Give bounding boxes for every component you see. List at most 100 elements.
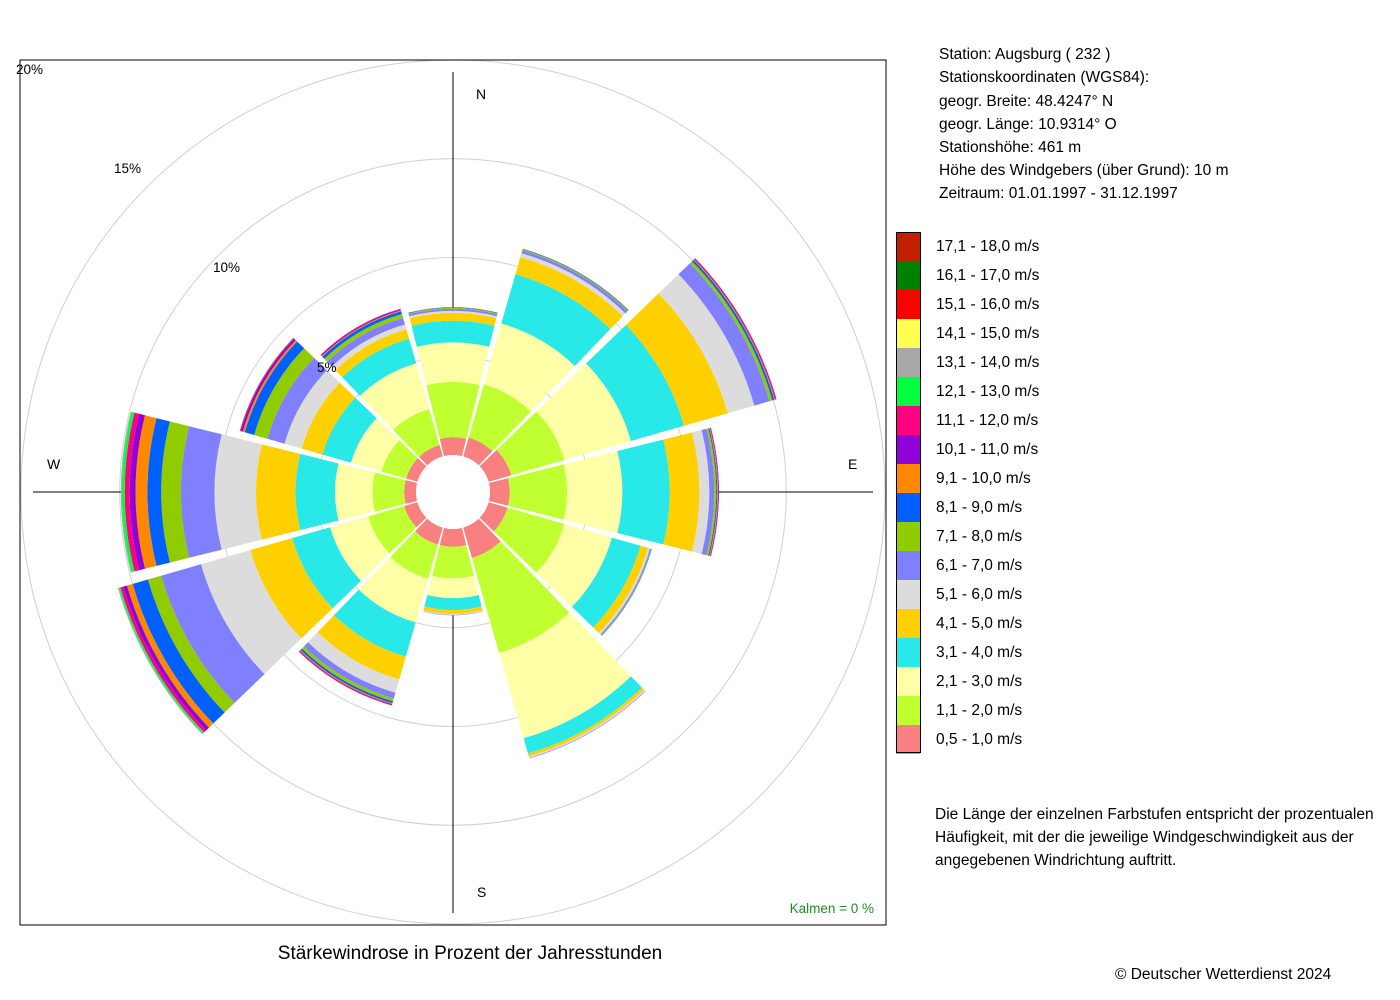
legend-swatch bbox=[896, 638, 920, 667]
sector-330-speed-class-3 bbox=[360, 363, 430, 430]
sector-0-speed-class-1 bbox=[439, 437, 467, 457]
sector-90-speed-class-9 bbox=[708, 428, 718, 556]
sector-120-speed-class-4 bbox=[571, 537, 641, 628]
sector-120-speed-class-1 bbox=[479, 502, 508, 532]
ring-label-20: 20% bbox=[16, 62, 43, 77]
sector-240-speed-class-7 bbox=[161, 564, 265, 703]
sector-180-speed-class-5 bbox=[423, 606, 483, 614]
plot-frame bbox=[19, 59, 887, 926]
sector-210-speed-class-8 bbox=[301, 646, 394, 702]
legend-item: 13,1 - 14,0 m/s bbox=[896, 348, 1136, 377]
sector-180-speed-class-3 bbox=[427, 575, 479, 599]
sector-60-speed-class-5 bbox=[625, 293, 728, 426]
legend-item: 10,1 - 11,0 m/s bbox=[896, 435, 1136, 464]
legend-swatch bbox=[896, 377, 920, 406]
station-longitude: geogr. Länge: 10.9314° O bbox=[939, 116, 1117, 133]
legend-label: 3,1 - 4,0 m/s bbox=[936, 644, 1023, 661]
sector-300-speed-class-9 bbox=[244, 341, 305, 435]
sector-330-speed-class-1 bbox=[419, 445, 443, 466]
sector-30-speed-class-3 bbox=[483, 323, 575, 412]
ring-label-5: 5% bbox=[317, 360, 337, 375]
sector-210-speed-class-4 bbox=[334, 589, 416, 657]
sector-270-speed-class-13 bbox=[121, 411, 135, 573]
legend-label: 1,1 - 2,0 m/s bbox=[936, 702, 1023, 719]
legend-label: 5,1 - 6,0 m/s bbox=[936, 586, 1023, 603]
sector-240-speed-class-10 bbox=[126, 583, 214, 728]
sector-90-speed-class-11 bbox=[710, 427, 719, 557]
sector-330-speed-class-8 bbox=[324, 314, 404, 362]
center-hole bbox=[416, 455, 490, 529]
legend-swatch bbox=[896, 261, 920, 290]
sector-330-speed-class-4 bbox=[342, 338, 417, 396]
sector-90-speed-class-2 bbox=[508, 464, 568, 520]
sector-330-speed-class-5 bbox=[335, 329, 410, 378]
sector-270-speed-class-9 bbox=[147, 418, 170, 566]
sector-330-speed-class-7 bbox=[327, 317, 405, 367]
station-latitude: geogr. Breite: 48.4247° N bbox=[939, 93, 1114, 110]
sector-0-speed-class-3 bbox=[416, 342, 490, 386]
sector-30-speed-class-6 bbox=[520, 253, 626, 317]
sector-30-speed-class-4 bbox=[501, 274, 611, 366]
grid-ring-20 bbox=[20, 60, 886, 925]
sector-150-speed-class-2 bbox=[471, 541, 570, 653]
sector-0-speed-class-6 bbox=[409, 310, 497, 319]
legend-item: 1,1 - 2,0 m/s bbox=[896, 696, 1136, 725]
legend-item: 6,1 - 7,0 m/s bbox=[896, 551, 1136, 580]
sector-270-speed-class-3 bbox=[335, 463, 375, 521]
legend-swatch bbox=[896, 435, 920, 464]
station-coordinates-heading: Stationskoordinaten (WGS84): bbox=[939, 69, 1150, 86]
legend-item: 17,1 - 18,0 m/s bbox=[896, 232, 1136, 261]
legend-item: 11,1 - 12,0 m/s bbox=[896, 406, 1136, 435]
sector-0-speed-class-10 bbox=[408, 307, 498, 313]
sector-180-speed-class-1 bbox=[439, 527, 467, 547]
sector-240-speed-class-9 bbox=[132, 579, 225, 724]
sector-270-speed-class-6 bbox=[214, 434, 262, 550]
sector-90-speed-class-12 bbox=[710, 427, 719, 557]
sector-210-speed-class-6 bbox=[307, 632, 400, 693]
sector-210-speed-class-2 bbox=[390, 531, 438, 579]
sector-180-speed-class-2 bbox=[432, 545, 474, 579]
legend-swatch bbox=[896, 725, 920, 754]
time-period: Zeitraum: 01.01.1997 - 31.12.1997 bbox=[939, 185, 1178, 202]
direction-label-north: N bbox=[476, 86, 486, 102]
sector-120-speed-class-2 bbox=[493, 507, 565, 573]
sector-90-speed-class-8 bbox=[706, 428, 717, 556]
sector-240-speed-class-3 bbox=[330, 516, 390, 581]
legend-swatch bbox=[896, 464, 920, 493]
sector-0-speed-class-5 bbox=[409, 312, 497, 326]
legend-swatch bbox=[896, 609, 920, 638]
sector-150-speed-class-1 bbox=[463, 518, 501, 558]
legend-swatch bbox=[896, 232, 920, 261]
legend-label: 10,1 - 11,0 m/s bbox=[936, 441, 1039, 458]
sector-240-speed-class-8 bbox=[147, 575, 235, 713]
sector-240-speed-class-4 bbox=[292, 527, 362, 609]
legend-label: 11,1 - 12,0 m/s bbox=[936, 412, 1039, 429]
sector-90-speed-class-6 bbox=[692, 430, 710, 554]
sector-270-speed-class-5 bbox=[256, 444, 301, 540]
sector-60-speed-class-1 bbox=[479, 449, 512, 482]
sector-90-speed-class-3 bbox=[563, 451, 623, 533]
sector-240-speed-class-6 bbox=[201, 550, 302, 675]
legend-swatch bbox=[896, 290, 920, 319]
sector-180-speed-class-4 bbox=[424, 594, 482, 610]
sector-90-speed-class-5 bbox=[663, 432, 700, 552]
sector-0-speed-class-9 bbox=[408, 307, 498, 314]
sector-0-speed-class-2 bbox=[426, 381, 480, 439]
sector-120-speed-class-3 bbox=[536, 523, 612, 607]
sector-270-speed-class-4 bbox=[295, 453, 339, 531]
legend-swatch bbox=[896, 348, 920, 377]
calms-label: Kalmen = 0 % bbox=[790, 901, 874, 916]
legend-label: 2,1 - 3,0 m/s bbox=[936, 673, 1023, 690]
legend-explanation: Die Länge der einzelnen Farbstufen entsp… bbox=[935, 806, 1374, 869]
legend-item: 4,1 - 5,0 m/s bbox=[896, 609, 1136, 638]
sector-0-speed-class-4 bbox=[411, 320, 495, 347]
direction-label-east: E bbox=[848, 456, 857, 472]
ring-label-10: 10% bbox=[213, 260, 240, 275]
legend-item: 15,1 - 16,0 m/s bbox=[896, 290, 1136, 319]
direction-label-west: W bbox=[47, 456, 61, 472]
legend-swatch bbox=[896, 667, 920, 696]
legend-item: 16,1 - 17,0 m/s bbox=[896, 261, 1136, 290]
legend-label: 0,5 - 1,0 m/s bbox=[936, 731, 1023, 748]
sector-300-speed-class-3 bbox=[350, 418, 400, 472]
sector-150-speed-class-3 bbox=[499, 612, 631, 739]
